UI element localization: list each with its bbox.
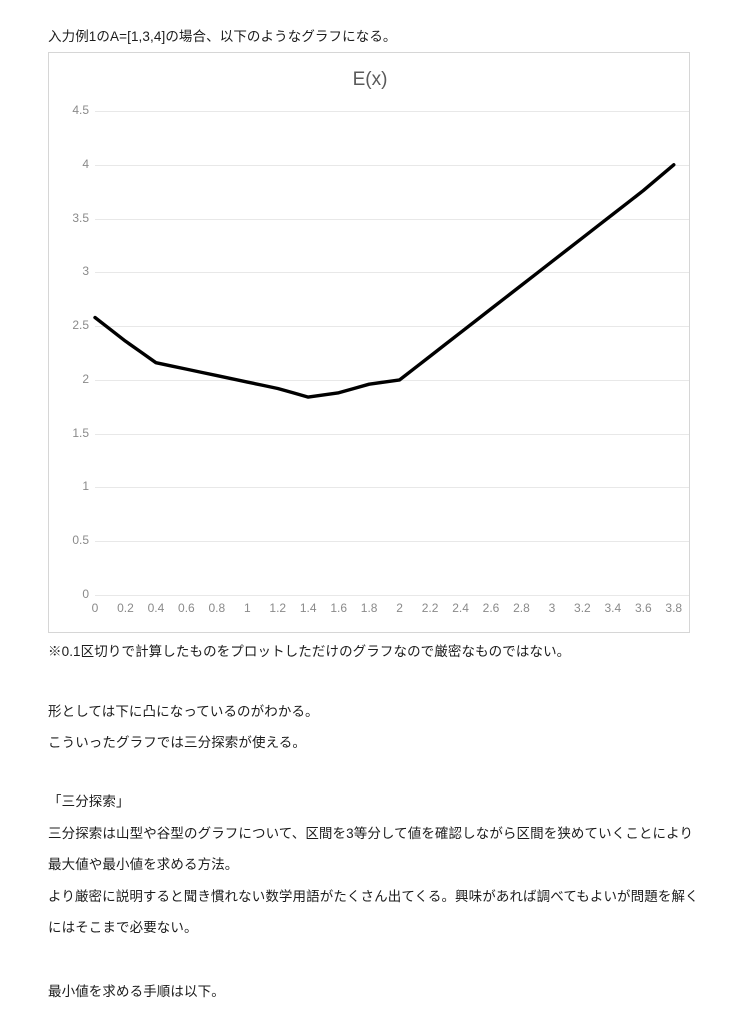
gridline bbox=[95, 164, 689, 166]
gridline bbox=[95, 326, 689, 328]
gridline bbox=[95, 218, 689, 220]
body-line-3: 三分探索は山型や谷型のグラフについて、区間を3等分して値を確認しながら区間を狭め… bbox=[48, 826, 694, 841]
body-line-5: より厳密に説明すると聞き慣れない数学用語がたくさん出てくる。興味があれば調べても… bbox=[48, 889, 699, 904]
x-axis-tick-label: 3.4 bbox=[604, 601, 622, 615]
y-axis-tick-label: 0 bbox=[82, 587, 89, 601]
x-axis-tick-label: 0.2 bbox=[117, 601, 134, 615]
y-axis-tick-label: 4.5 bbox=[72, 103, 89, 117]
gridline bbox=[95, 541, 689, 543]
body-line-6: にはそこまで必要ない。 bbox=[48, 920, 198, 935]
gridline bbox=[95, 433, 689, 435]
chart-line-series bbox=[93, 163, 676, 399]
chart-container: E(x) 0 0.5 1 1.5 2 2.5 3 3.5 4 4.5 0 0.2 0.4 0.6 0.8 1… bbox=[48, 52, 690, 633]
x-axis-tick-label: 1 bbox=[243, 601, 251, 615]
y-axis-tick-label: 1.5 bbox=[72, 425, 89, 440]
x-axis-tick-label: 2.6 bbox=[482, 601, 500, 615]
y-axis-tick-label: 2 bbox=[82, 371, 89, 386]
x-axis-tick-label: 0.4 bbox=[147, 601, 165, 615]
x-axis-tick-label: 1.4 bbox=[299, 601, 317, 615]
gridline bbox=[95, 272, 689, 274]
note-paragraph: ※0.1区切りで計算したものをプロットしただけのグラフなので厳密なものではない。 bbox=[48, 644, 571, 659]
body-line-4: 最大値や最小値を求める方法。 bbox=[48, 857, 239, 872]
body-line-1: こういったグラフでは三分探索が使える。 bbox=[48, 735, 306, 750]
x-axis-tick-label: 0 bbox=[91, 601, 99, 615]
intro-paragraph: 入力例1のA=[1,3,4]の場合、以下のようなグラフになる。 bbox=[48, 29, 397, 44]
chart-title: E(x) bbox=[352, 69, 388, 90]
y-axis-tick-label: 2.5 bbox=[72, 318, 89, 333]
body-line-0: 形としては下に凸になっているのがわかる。 bbox=[48, 704, 319, 719]
x-axis-tick-label: 3 bbox=[548, 601, 556, 615]
x-axis-tick-label: 1.2 bbox=[269, 601, 287, 615]
body-line-2: 「三分探索」 bbox=[48, 794, 130, 809]
x-axis-tick-label: 2.8 bbox=[513, 601, 530, 615]
y-axis-tick-label: 3.5 bbox=[72, 210, 89, 225]
gridline bbox=[95, 111, 689, 112]
x-axis-tick-label: 2.2 bbox=[421, 601, 439, 615]
x-axis-tick-label: 1.6 bbox=[330, 601, 348, 615]
gridline bbox=[95, 595, 689, 596]
x-axis-tick-label: 3.2 bbox=[574, 601, 591, 615]
y-axis-tick-label: 0.5 bbox=[72, 533, 89, 548]
x-axis-tick-label: 2 bbox=[396, 601, 403, 615]
x-axis-tick-label: 2.4 bbox=[452, 601, 469, 615]
y-axis-tick-label: 4 bbox=[82, 156, 89, 171]
chart-plot-area: 0 0.5 1 1.5 2 2.5 3 3.5 4 4.5 0 0.2 0.4 0.6 0.8 1 1.2 1.… bbox=[49, 53, 691, 634]
x-axis-tick-label: 0.8 bbox=[208, 601, 226, 615]
x-axis-tick-label: 0.6 bbox=[178, 601, 195, 615]
gridline bbox=[95, 487, 689, 489]
body-line-7: 最小値を求める手順は以下。 bbox=[48, 984, 225, 999]
x-axis-tick-label: 3.6 bbox=[634, 601, 652, 615]
x-axis-tick-label: 3.8 bbox=[665, 601, 683, 615]
x-axis-tick-label: 1.8 bbox=[360, 601, 378, 615]
y-axis-tick-label: 1 bbox=[82, 479, 89, 494]
y-axis-tick-label: 3 bbox=[82, 264, 89, 279]
